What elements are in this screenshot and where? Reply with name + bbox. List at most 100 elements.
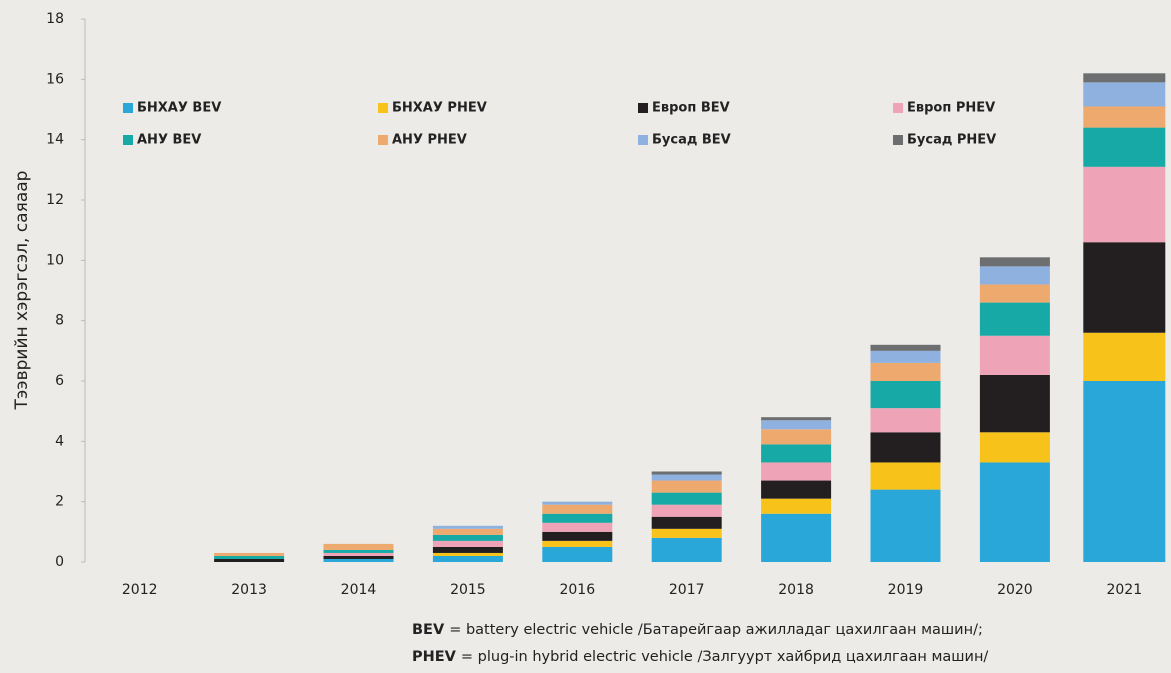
bar-segment [651, 537, 722, 562]
bar-segment [214, 555, 285, 559]
bar-segment [542, 504, 613, 514]
x-tick-label: 2015 [450, 582, 486, 598]
legend-swatch [123, 103, 133, 113]
bar-segment [979, 335, 1050, 375]
bar-segment [1083, 332, 1166, 381]
bar-segment [432, 525, 503, 529]
y-tick-label: 18 [46, 11, 64, 27]
bar-segment [1083, 127, 1166, 167]
legend-label: БНХАУ PHEV [392, 101, 487, 116]
y-tick-label: 6 [55, 373, 64, 389]
bar-segment [870, 362, 941, 381]
bar-segment [651, 480, 722, 493]
bar-segment [870, 489, 941, 562]
x-tick-label: 2013 [231, 582, 267, 598]
legend-swatch [638, 103, 648, 113]
bar-segment [214, 558, 285, 562]
x-tick-label: 2018 [778, 582, 814, 598]
bar-segment [1083, 73, 1166, 83]
x-tick-label: 2014 [341, 582, 377, 598]
x-tick-label: 2017 [669, 582, 705, 598]
footnote-term: BEV [412, 622, 445, 638]
bar-segment [323, 549, 394, 553]
y-tick-label: 12 [46, 192, 64, 208]
bar-segment [432, 552, 503, 556]
bar-segment [323, 555, 394, 559]
bar-segment [870, 432, 941, 463]
bar-segment [542, 513, 613, 523]
bar-segment [870, 350, 941, 363]
legend-label: Бусад BEV [652, 133, 731, 148]
bar-segment [761, 444, 832, 463]
bar-segment [1083, 242, 1166, 333]
bar-segment [542, 501, 613, 505]
bar-segment [761, 498, 832, 514]
bar-segment [870, 381, 941, 409]
x-tick-label: 2016 [559, 582, 595, 598]
bar-segment [761, 429, 832, 445]
y-tick-label: 0 [55, 554, 64, 570]
bar-segment [761, 480, 832, 499]
legend-label: Европ PHEV [907, 101, 995, 116]
bar-segment [432, 546, 503, 553]
legend-swatch [638, 135, 648, 145]
bar-segment [542, 540, 613, 547]
bar-segment [542, 531, 613, 541]
legend-label: БНХАУ BEV [137, 101, 221, 116]
bar-segment [1083, 82, 1166, 107]
x-tick-label: 2019 [888, 582, 924, 598]
bar-segment [870, 462, 941, 490]
bar-segment [761, 513, 832, 562]
bar-segment [1083, 106, 1166, 128]
bar-segment [432, 540, 503, 547]
y-tick-label: 14 [46, 132, 64, 148]
bar-segment [323, 558, 394, 562]
bar-segment [651, 471, 722, 475]
bar-segment [432, 528, 503, 535]
bar-segment [432, 534, 503, 541]
legend-label: Европ BEV [652, 101, 730, 116]
bar-segment [1083, 166, 1166, 243]
bar-segment [542, 522, 613, 532]
footnote: PHEV = plug-in hybrid electric vehicle /З… [412, 649, 988, 665]
bar-segment [651, 474, 722, 481]
y-tick-label: 2 [55, 494, 64, 510]
legend-swatch [893, 135, 903, 145]
y-tick-label: 16 [46, 71, 64, 87]
bar-segment [761, 417, 832, 421]
legend-swatch [378, 135, 388, 145]
bar-segment [651, 528, 722, 538]
legend-label: Бусад PHEV [907, 133, 996, 148]
bar-segment [761, 462, 832, 481]
bar-segment [651, 492, 722, 505]
y-axis-label: Тээврийн хэрэгсэл, саяаар [12, 171, 32, 411]
legend-label: АНУ PHEV [392, 133, 467, 148]
bar-segment [870, 344, 941, 351]
legend-swatch [893, 103, 903, 113]
footnote-text: = plug-in hybrid electric vehicle /Залгу… [461, 649, 989, 665]
y-tick-label: 10 [46, 252, 64, 268]
y-tick-label: 8 [55, 313, 64, 329]
legend-label: АНУ BEV [137, 133, 201, 148]
legend-swatch [123, 135, 133, 145]
bar-segment [979, 266, 1050, 285]
legend-swatch [378, 103, 388, 113]
x-tick-label: 2012 [122, 582, 158, 598]
bar-segment [979, 284, 1050, 303]
bar-segment [1083, 381, 1166, 562]
footnote-text: = battery electric vehicle /Батарейгаар … [449, 622, 983, 638]
bar-segment [651, 516, 722, 529]
bar-segment [323, 543, 394, 550]
x-tick-label: 2021 [1106, 582, 1142, 598]
bar-segment [979, 432, 1050, 463]
x-tick-label: 2020 [997, 582, 1033, 598]
y-tick-label: 4 [55, 433, 64, 449]
footnote-term: PHEV [412, 649, 457, 665]
bar-segment [432, 555, 503, 562]
bar-segment [979, 374, 1050, 433]
bar-segment [979, 462, 1050, 562]
bar-segment [542, 546, 613, 562]
bar-segment [870, 408, 941, 433]
footnote: BEV = battery electric vehicle /Батарейга… [412, 622, 983, 638]
